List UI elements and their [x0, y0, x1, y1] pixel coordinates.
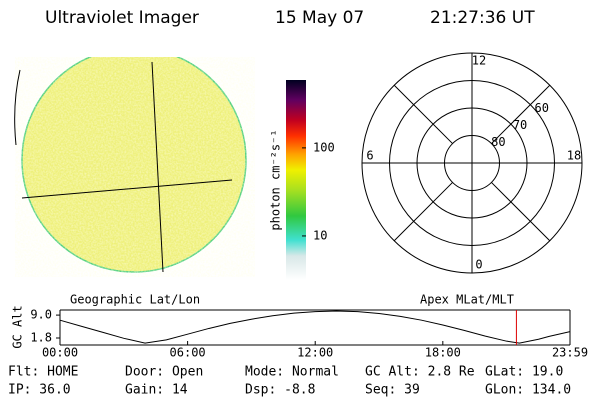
- uv-image: [21, 57, 247, 273]
- plot-subtitle: Apex MLat/MLT: [420, 293, 514, 307]
- parallel: [21, 179, 233, 199]
- plot-title: Geographic Lat/Lon: [70, 293, 200, 307]
- ring-label: 80: [491, 135, 505, 149]
- polar-ring: [389, 80, 555, 246]
- mlt-label: 12: [472, 54, 486, 68]
- date: 15 May 07: [275, 8, 364, 28]
- x-tick-label: 23:59: [552, 346, 588, 360]
- polar-spoke: [491, 182, 551, 242]
- polar-ring: [416, 107, 528, 219]
- x-tick-label: 18:00: [425, 346, 461, 360]
- colorbar-tick-label: 10: [313, 228, 327, 242]
- colorbar-tick-label: 100: [313, 140, 335, 154]
- ring-label: 60: [535, 101, 549, 115]
- x-tick-label: 12:00: [297, 346, 333, 360]
- colorbar: [286, 80, 306, 280]
- status-field: GC Alt: 2.8 Re: [365, 365, 475, 380]
- x-tick-label: 06:00: [170, 346, 206, 360]
- status-field: Seq: 39: [365, 383, 420, 398]
- mlt-label: 0: [475, 258, 482, 272]
- polar-spoke: [491, 84, 551, 144]
- mlt-label: 6: [366, 149, 373, 163]
- status-field: Door: Open: [125, 365, 203, 380]
- status-field: Gain: 14: [125, 383, 188, 398]
- x-tick-label: 00:00: [42, 346, 78, 360]
- polar-spoke: [393, 182, 453, 242]
- y-tick-label: 1.8: [30, 331, 52, 345]
- y-tick-label: 9.0: [30, 308, 52, 322]
- status-field: Dsp: -8.8: [245, 383, 315, 398]
- status-field: Mode: Normal: [245, 365, 339, 380]
- status-field: GLat: 19.0: [485, 365, 563, 380]
- colorbar-label: photon cm⁻²s⁻¹: [269, 129, 283, 230]
- status-field: Flt: HOME: [8, 365, 78, 380]
- status-field: IP: 36.0: [8, 383, 71, 398]
- mlt-label: 18: [567, 149, 581, 163]
- polar-ring: [444, 135, 500, 191]
- polar-spoke: [393, 84, 453, 144]
- altitude-line: [59, 310, 571, 344]
- time: 21:27:36 UT: [430, 8, 535, 28]
- limb-arc: [14, 69, 21, 146]
- ring-label: 70: [513, 118, 527, 132]
- y-label: GC Alt: [11, 305, 25, 348]
- title: Ultraviolet Imager: [45, 8, 199, 28]
- status-field: GLon: 134.0: [485, 383, 571, 398]
- meridian: [151, 61, 164, 273]
